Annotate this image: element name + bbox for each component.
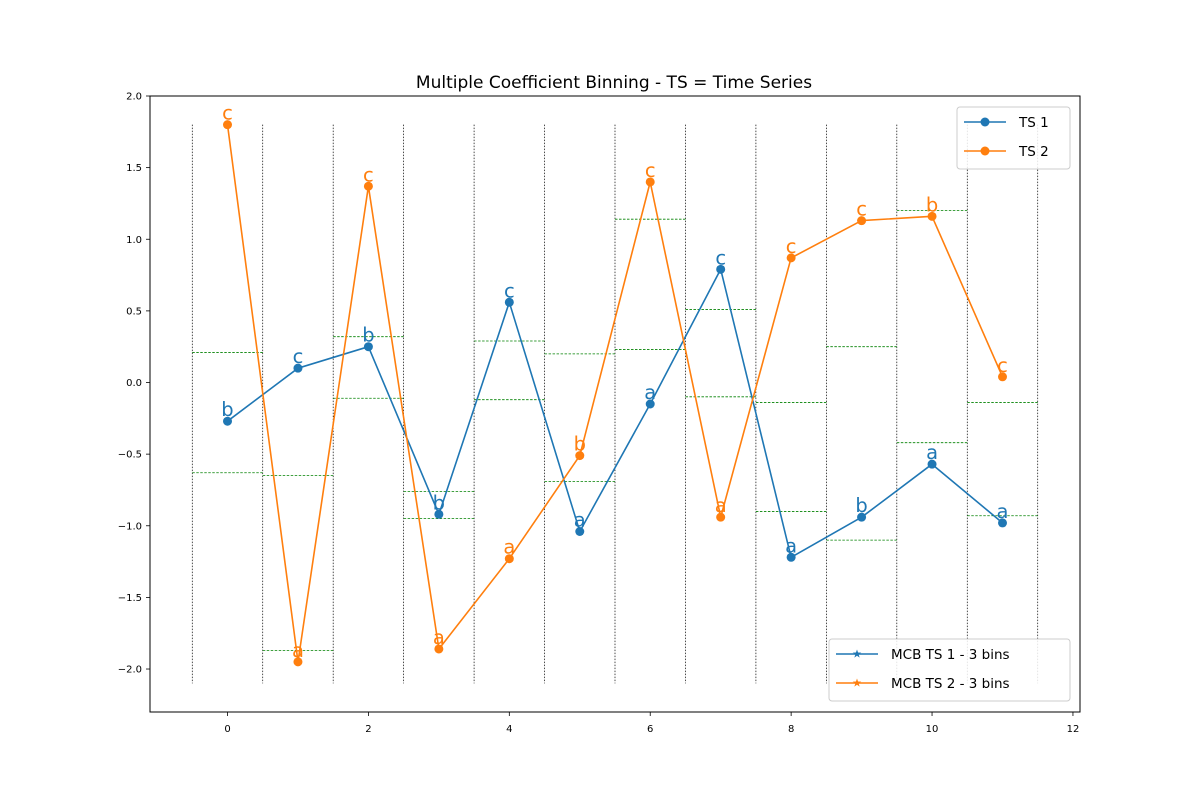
- data-point: [716, 512, 726, 522]
- y-tick-label: 1.5: [126, 163, 142, 174]
- data-point: [363, 181, 373, 191]
- data-point: [363, 342, 373, 352]
- symbol-label: a: [997, 500, 1009, 523]
- series-1: b c b b c a a c a b a a: [221, 246, 1009, 562]
- legend-marker-circle: [980, 146, 990, 156]
- data-point: [223, 120, 232, 130]
- symbol-label: c: [786, 235, 797, 258]
- legend-marker-star: [852, 678, 862, 687]
- y-tick-label: −2.0: [118, 665, 142, 676]
- data-point: [998, 372, 1007, 382]
- symbol-label: a: [574, 508, 586, 531]
- legend-marker-star: [852, 649, 862, 658]
- axes-frame: [149, 95, 1081, 713]
- symbol-label: a: [433, 626, 445, 649]
- y-tick-label: −0.5: [118, 450, 142, 461]
- symbol-label: a: [785, 534, 797, 557]
- symbol-label: a: [926, 441, 938, 464]
- symbol-label: b: [855, 494, 867, 517]
- data-point: [716, 264, 726, 274]
- x-tick-label: 2: [365, 724, 371, 735]
- legend-top-right: TS 1 TS 2: [956, 106, 1071, 170]
- x-tick-label: 8: [788, 724, 794, 735]
- symbol-label: a: [292, 639, 304, 662]
- legend-label: MCB TS 1 - 3 bins: [891, 647, 1010, 663]
- data-point: [857, 512, 867, 522]
- y-tick-label: −1.0: [118, 521, 142, 532]
- data-point: [504, 554, 514, 564]
- x-tick-label: 6: [647, 724, 653, 735]
- x-tick-label: 4: [506, 724, 512, 735]
- data-point: [223, 416, 232, 426]
- x-tick-label: 12: [1067, 724, 1080, 735]
- data-point: [786, 552, 796, 562]
- symbol-label: b: [362, 324, 374, 347]
- series-line: [227, 268, 1004, 559]
- legend-marker-circle: [980, 117, 990, 127]
- data-point: [293, 657, 303, 667]
- symbol-label: c: [645, 159, 656, 182]
- y-tick-label: 0.0: [126, 378, 142, 389]
- symbol-label: b: [433, 491, 445, 514]
- y-tick-label: 1.0: [126, 235, 142, 246]
- y-tick-label: −1.5: [118, 593, 142, 604]
- legend-bottom-right: MCB TS 1 - 3 bins MCB TS 2 - 3 bins: [828, 638, 1071, 702]
- bin-separators: [191, 124, 1039, 684]
- data-point: [927, 211, 937, 221]
- symbol-label: a: [503, 536, 515, 559]
- symbol-label: b: [574, 433, 586, 456]
- data-point: [293, 363, 303, 373]
- legend-box: [956, 106, 1071, 170]
- x-axis: 0 2 4 6 8 10 12: [224, 712, 1079, 735]
- symbol-label: b: [926, 193, 938, 216]
- data-point: [645, 399, 655, 409]
- symbol-label: c: [856, 198, 867, 221]
- legend-box: [828, 638, 1071, 702]
- series-2: c a c a a b c a c c b c: [222, 102, 1008, 667]
- data-point: [998, 518, 1007, 528]
- symbol-label: c: [504, 279, 515, 302]
- data-point: [927, 459, 937, 469]
- data-point: [645, 177, 655, 187]
- series-line: [226, 124, 1004, 663]
- symbol-label: c: [293, 345, 304, 368]
- symbol-label: a: [715, 494, 727, 517]
- data-point: [434, 509, 444, 519]
- data-point: [575, 526, 585, 536]
- data-point: [575, 451, 585, 461]
- symbol-label: c: [715, 246, 726, 269]
- y-axis: −2.0 −1.5 −1.0 −0.5 0.0 0.5 1.0 1.5 2.0: [118, 92, 150, 676]
- symbol-label: c: [363, 163, 374, 186]
- y-tick-label: 2.0: [126, 92, 142, 103]
- data-point: [504, 297, 514, 307]
- legend-label: TS 2: [1018, 144, 1049, 160]
- data-point: [434, 644, 444, 654]
- symbol-label: b: [221, 398, 233, 421]
- symbol-label: c: [997, 354, 1008, 377]
- symbol-label: a: [644, 381, 656, 404]
- symbol-label: c: [222, 102, 233, 125]
- y-tick-label: 0.5: [126, 306, 142, 317]
- plot-area: b c b b c a a c a b a a c a c a a b c a c c b c 0 2 4 6 8 10 12 −2.0 −1.…: [118, 92, 1081, 735]
- data-point: [857, 216, 867, 226]
- legend-label: MCB TS 2 - 3 bins: [891, 676, 1010, 692]
- x-tick-label: 10: [926, 724, 939, 735]
- data-point: [786, 253, 796, 263]
- x-tick-label: 0: [224, 724, 230, 735]
- legend-label: TS 1: [1018, 115, 1049, 131]
- chart-title: Multiple Coefficient Binning - TS = Time…: [416, 73, 812, 93]
